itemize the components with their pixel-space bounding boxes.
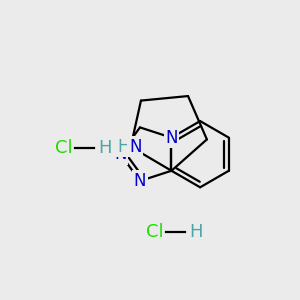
Text: Cl: Cl [55, 139, 73, 157]
Text: N: N [129, 138, 142, 156]
Text: H: H [98, 139, 112, 157]
Text: N: N [114, 145, 127, 163]
Text: H: H [189, 223, 203, 241]
Text: H: H [118, 138, 130, 156]
Text: Cl: Cl [146, 223, 164, 241]
Text: N: N [165, 129, 178, 147]
Text: N: N [134, 172, 146, 190]
